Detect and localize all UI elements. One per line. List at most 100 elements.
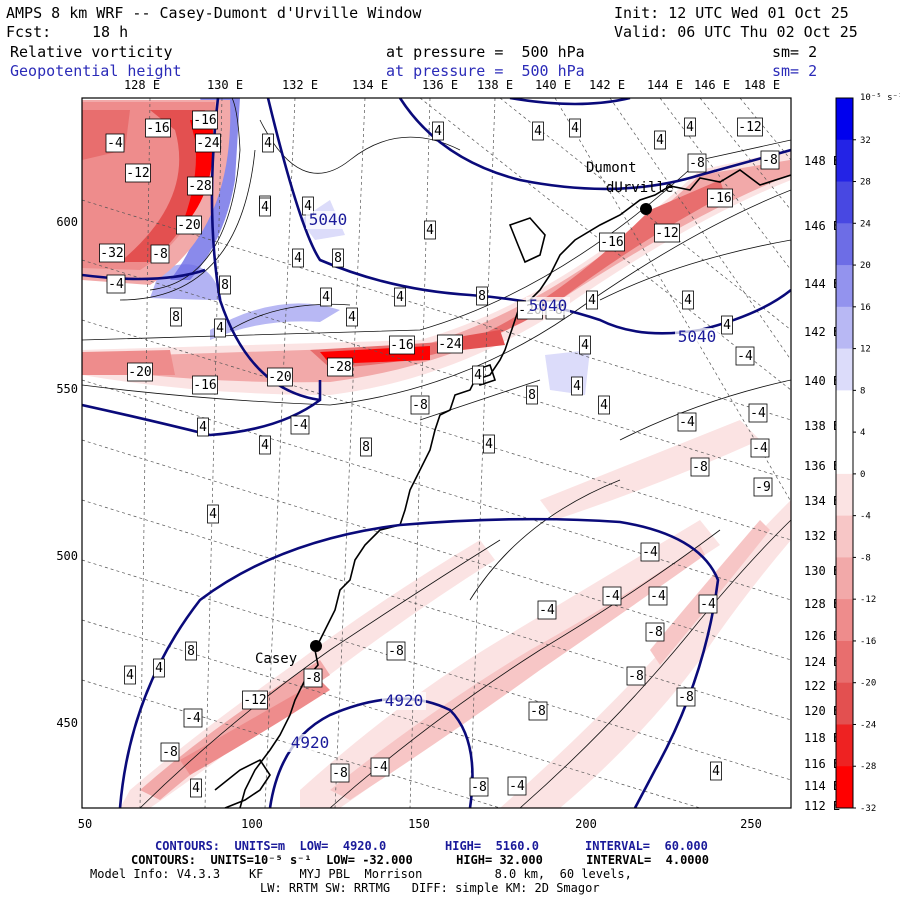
vorticity-contour-label: -9 (755, 480, 771, 495)
colorbar-label: -4 (860, 512, 871, 522)
vorticity-contour-label: -4 (642, 545, 658, 560)
y-tick-label: 500 (56, 549, 78, 563)
colorbar-swatch (836, 682, 853, 725)
colorbar-label: -28 (860, 762, 876, 772)
model-physics: LW: RRTM SW: RRTMG DIFF: simple KM: 2D S… (260, 881, 600, 895)
vorticity-contour-label: 4 (656, 133, 664, 148)
colorbar-swatch (836, 98, 853, 141)
colorbar-swatch (836, 181, 853, 224)
vorticity-contour-label: -20 (268, 370, 291, 385)
vorticity-contour-label: -16 (708, 191, 731, 206)
x-tick-label: 100 (241, 817, 263, 831)
vorticity-contour-label: 8 (362, 440, 370, 455)
vorticity-contour-label: -8 (647, 625, 663, 640)
top-lon-tick-label: 148 E (744, 78, 780, 92)
station-name: Dumont (586, 160, 637, 176)
right-lon-tick-label: 120 E (804, 704, 840, 718)
vorticity-contour-label: -4 (700, 597, 716, 612)
colorbar-label: 0 (860, 470, 865, 480)
x-tick-label: 50 (78, 817, 92, 831)
vorticity-contour-label: -8 (762, 153, 778, 168)
vorticity-contour-label: 4 (216, 321, 224, 336)
field1-name: Relative vorticity (10, 43, 173, 61)
vorticity-contour-label: -8 (152, 247, 168, 262)
vorticity-contours (82, 98, 791, 808)
vorticity-contour-label: -8 (692, 460, 708, 475)
vorticity-contour-label: 4 (712, 764, 720, 779)
field2-name: Geopotential height (10, 62, 182, 80)
right-lon-tick-label: 138 E (804, 419, 840, 433)
colorbar-label: -8 (860, 553, 871, 563)
vorticity-contour-label: 4 (588, 293, 596, 308)
vorticity-contour-label: -4 (509, 779, 525, 794)
vorticity-contour-label: -4 (372, 760, 388, 775)
vorticity-contour-label: -4 (737, 349, 753, 364)
right-lon-tick-label: 134 E (804, 494, 840, 508)
colorbar-label: 20 (860, 261, 871, 271)
vorticity-contour-label: -16 (193, 113, 216, 128)
vorticity-contour-label: -8 (678, 690, 694, 705)
vorticity-contour-label: -8 (412, 398, 428, 413)
colorbar-swatch (836, 139, 853, 183)
colorbar-label: 32 (860, 136, 871, 146)
vorticity-contour-label: 4 (192, 781, 200, 796)
colorbar-swatch (836, 223, 853, 266)
vorticity-contour-label: -4 (107, 136, 123, 151)
right-lon-tick-label: 132 E (804, 529, 840, 543)
vorticity-contour-label: -4 (292, 418, 308, 433)
colorbar-swatch (836, 599, 853, 642)
vorticity-contour-label: -4 (752, 441, 768, 456)
colorbar-swatch (836, 432, 853, 475)
colorbar-label: 8 (860, 386, 865, 396)
vorticity-contour-label: 4 (474, 368, 482, 383)
top-lon-tick-label: 136 E (422, 78, 458, 92)
vorticity-contour-label: -32 (100, 246, 123, 261)
right-lon-tick-label: 122 E (804, 679, 840, 693)
colorbar-swatch (836, 348, 853, 391)
field1-level: at pressure = 500 hPa (386, 43, 585, 61)
forecast-label: Fcst: (6, 23, 52, 41)
y-tick-label: 600 (56, 215, 78, 229)
vorticity-contour-label: 4 (426, 223, 434, 238)
right-lon-tick-label: 116 E (804, 757, 840, 771)
field1-smoothing: sm= 2 (772, 43, 818, 61)
colorbar-swatch (836, 640, 853, 684)
top-lon-tick-label: 128 E (124, 78, 160, 92)
vorticity-contour-label: 8 (221, 278, 229, 293)
vorticity-contour-label: 4 (322, 290, 330, 305)
vorticity-contour-label: 4 (261, 438, 269, 453)
vorticity-contour-label: 4 (686, 120, 694, 135)
colorbar-label: 12 (860, 345, 871, 355)
y-tick-label: 550 (56, 382, 78, 396)
station-name: dUrville (606, 180, 673, 196)
vorticity-contour-label: 4 (485, 437, 493, 452)
colorbar: 10⁻⁵ s⁻¹ 32 28 24 20 16 12 8 4 0 -4 -8 -12 -16 -20 -24 -… (835, 93, 900, 814)
vorticity-contour-label: 4 (294, 251, 302, 266)
forecast-hour: 18 h (92, 23, 129, 41)
colorbar-swatch (836, 724, 853, 767)
colorbar-label: -16 (860, 637, 876, 647)
vorticity-contour-label: -8 (305, 671, 321, 686)
coastline (214, 169, 791, 808)
height-contour-label: 4920 (385, 691, 424, 710)
vorticity-contour-label: -4 (539, 603, 555, 618)
vorticity-contour-label: -4 (679, 415, 695, 430)
vorticity-contour-label: 4 (264, 136, 272, 151)
vorticity-contour-label: 4 (723, 318, 731, 333)
dumont-durville-station-marker (640, 203, 652, 215)
vorticity-contour-info: CONTOURS: UNITS=10⁻⁵ s⁻¹ LOW= -32.000 HI… (131, 853, 709, 867)
colorbar-label: -20 (860, 679, 876, 689)
right-lon-tick-label: 126 E (804, 629, 840, 643)
height-contour-label: 5040 (678, 327, 717, 346)
vorticity-contour-label: 4 (199, 420, 207, 435)
colorbar-swatch (836, 515, 853, 558)
right-lon-tick-label: 144 E (804, 277, 840, 291)
vorticity-contour-label: 4 (155, 661, 163, 676)
field2-smoothing: sm= 2 (772, 62, 818, 80)
vorticity-contour-label: -20 (177, 218, 200, 233)
vorticity-contour-label: 4 (684, 293, 692, 308)
vorticity-contour-label: 8 (172, 310, 180, 325)
colorbar-unit: 10⁻⁵ s⁻¹ (860, 93, 900, 103)
field2-level: at pressure = 500 hPa (386, 62, 585, 80)
